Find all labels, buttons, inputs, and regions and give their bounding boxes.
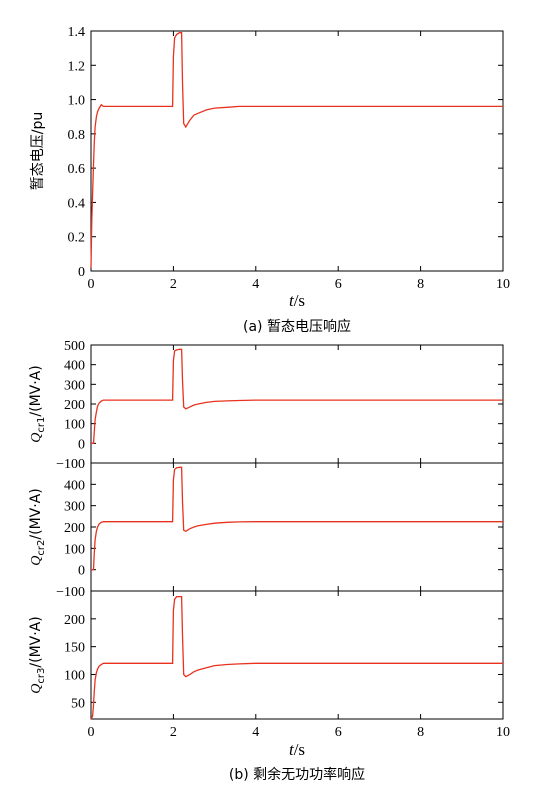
y-tick-label: −100 bbox=[56, 457, 85, 472]
x-tick-label: 8 bbox=[417, 725, 424, 740]
y-tick-label: 200 bbox=[64, 521, 85, 536]
qcr3-series-line bbox=[90, 595, 503, 720]
y-tick-label: 400 bbox=[64, 359, 85, 374]
x-tick-label: 8 bbox=[417, 277, 424, 292]
panel-b-qcr1: −100 0 100 200 300 400 500 Qcr1/(MV·A) bbox=[28, 339, 504, 472]
y-tick-label: 400 bbox=[64, 478, 85, 493]
y-tick-label: 0 bbox=[78, 437, 85, 452]
panel-qcr3-frame bbox=[90, 590, 504, 720]
qcr2-y-axis-label: Qcr2/(MV·A) bbox=[28, 488, 47, 565]
x-tick-label: 2 bbox=[170, 725, 177, 740]
x-tick-label: 4 bbox=[252, 277, 259, 292]
y-tick-label: 100 bbox=[64, 418, 85, 433]
voltage-x-axis-label: t/s bbox=[289, 291, 305, 310]
voltage-series-line bbox=[90, 32, 503, 268]
x-tick-label: 6 bbox=[335, 725, 342, 740]
qcr3-y-axis-label: Qcr3/(MV·A) bbox=[28, 616, 47, 693]
panel-qcr1-frame bbox=[90, 344, 504, 464]
y-tick-label: 0 bbox=[78, 265, 85, 280]
y-tick-label: 300 bbox=[64, 378, 85, 393]
caption-a: (a) 暂态电压响应 bbox=[243, 318, 351, 335]
y-tick-label: 0.8 bbox=[68, 128, 86, 143]
y-tick-label: 100 bbox=[64, 542, 85, 557]
x-tick-label: 10 bbox=[496, 725, 510, 740]
y-tick-label: 1.2 bbox=[68, 59, 86, 74]
y-tick-label: 200 bbox=[64, 398, 85, 413]
panel-b-qcr3: 50 100 150 200 0 2 4 6 8 10 Qcr3/(MV·A) t/s (b) 剩… bbox=[28, 590, 510, 783]
y-tick-label: 150 bbox=[64, 641, 85, 656]
panel-qcr2-frame bbox=[90, 462, 504, 592]
panel-a-voltage: 0 0.2 0.4 0.6 0.8 1.0 1.2 1.4 0 2 4 6 8 10 暂态电压/pu t/… bbox=[30, 25, 510, 335]
y-tick-label: 0 bbox=[78, 564, 85, 579]
panel-qcr3-ticks: 50 100 150 200 0 2 4 6 8 10 bbox=[64, 591, 510, 740]
y-tick-label: 0.4 bbox=[68, 196, 86, 211]
y-tick-label: 0.2 bbox=[68, 231, 86, 246]
y-tick-label: 300 bbox=[64, 500, 85, 515]
y-tick-label: 50 bbox=[71, 696, 85, 711]
y-tick-label: 500 bbox=[64, 339, 85, 354]
y-tick-label: 100 bbox=[64, 668, 85, 683]
panel-b-qcr2: −100 0 100 200 300 400 Qcr2/(MV·A) bbox=[28, 462, 504, 600]
panel-qcr1-ticks: −100 0 100 200 300 400 500 bbox=[56, 339, 504, 472]
x-tick-label: 4 bbox=[252, 725, 259, 740]
x-tick-label: 2 bbox=[170, 277, 177, 292]
qcr3-x-axis-label: t/s bbox=[289, 740, 305, 759]
panel-a-ticks: 0 0.2 0.4 0.6 0.8 1.0 1.2 1.4 0 2 4 6 8 10 bbox=[68, 25, 511, 292]
qcr2-series-line bbox=[91, 466, 503, 571]
x-tick-label: 0 bbox=[88, 725, 95, 740]
y-tick-label: −100 bbox=[56, 585, 85, 600]
y-tick-label: 1.0 bbox=[68, 94, 86, 109]
y-tick-label: 0.6 bbox=[68, 162, 86, 177]
qcr1-y-axis-label: Qcr1/(MV·A) bbox=[28, 365, 47, 442]
x-tick-label: 10 bbox=[496, 277, 510, 292]
y-tick-label: 200 bbox=[64, 613, 85, 628]
voltage-y-axis-label: 暂态电压/pu bbox=[30, 112, 46, 190]
panel-qcr2-ticks: −100 0 100 200 300 400 bbox=[56, 463, 504, 600]
qcr1-series-line bbox=[91, 348, 503, 444]
caption-b: (b) 剩余无功功率响应 bbox=[229, 766, 365, 783]
x-tick-label: 0 bbox=[88, 277, 95, 292]
x-tick-label: 6 bbox=[335, 277, 342, 292]
panel-a-frame bbox=[90, 30, 504, 272]
y-tick-label: 1.4 bbox=[68, 25, 86, 40]
